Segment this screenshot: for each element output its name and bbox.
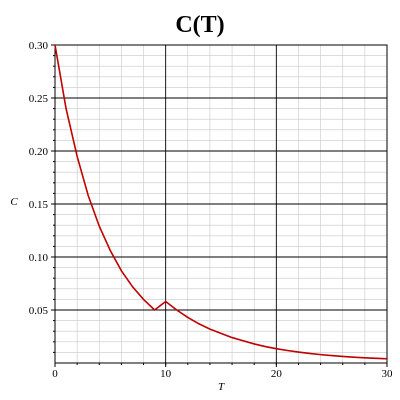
y-tick-label: 0.05 (29, 305, 49, 317)
x-tick-label: 10 (160, 368, 172, 380)
chart-title: C(T) (175, 12, 224, 38)
x-tick-label: 0 (52, 368, 58, 380)
y-tick-label: 0.25 (29, 93, 49, 105)
major-grid (55, 44, 388, 363)
series-line (54, 44, 388, 360)
x-axis-label: T (218, 381, 225, 393)
series-layer (54, 44, 388, 360)
y-tick-label: 0.10 (29, 252, 49, 264)
y-axis-label: C (10, 196, 18, 208)
x-tick-label: 30 (382, 368, 394, 380)
y-axis-ticks: 0.05 0.10 0.15 0.20 0.25 0.30 (29, 40, 55, 353)
y-tick-label: 0.30 (29, 40, 49, 52)
y-tick-label: 0.20 (29, 146, 49, 158)
y-tick-label: 0.15 (29, 199, 49, 211)
x-axis-ticks: 0 10 20 30 (52, 363, 393, 380)
x-tick-label: 20 (271, 368, 283, 380)
